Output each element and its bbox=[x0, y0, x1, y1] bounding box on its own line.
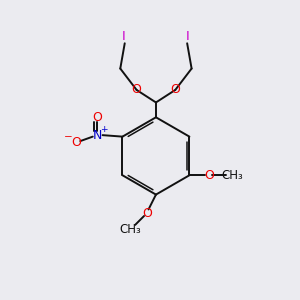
Text: N: N bbox=[92, 129, 102, 142]
Text: CH₃: CH₃ bbox=[120, 223, 142, 236]
Text: I: I bbox=[186, 30, 190, 43]
Text: O: O bbox=[71, 136, 81, 149]
Text: O: O bbox=[132, 83, 142, 97]
Text: I: I bbox=[122, 30, 126, 43]
Text: O: O bbox=[204, 169, 214, 182]
Text: O: O bbox=[142, 206, 152, 220]
Text: O: O bbox=[92, 111, 102, 124]
Text: O: O bbox=[170, 83, 180, 97]
Text: CH₃: CH₃ bbox=[221, 169, 243, 182]
Text: +: + bbox=[100, 125, 107, 134]
Text: −: − bbox=[64, 132, 73, 142]
